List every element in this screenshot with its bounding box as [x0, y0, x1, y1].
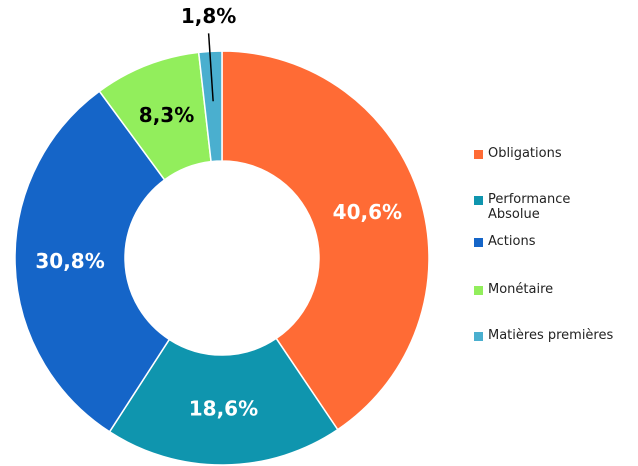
slice — [14, 90, 171, 433]
legend-item: Performance Absolue — [474, 192, 584, 222]
legend-swatch — [474, 196, 483, 205]
data-label: 18,6% — [189, 396, 258, 420]
legend-label: Actions — [488, 234, 536, 249]
legend-swatch — [474, 150, 483, 159]
slice — [197, 50, 223, 163]
legend-label: Obligations — [488, 146, 562, 161]
data-label: 1,8% — [181, 4, 236, 28]
legend-swatch — [474, 332, 483, 341]
legend-label: Monétaire — [488, 282, 554, 297]
leader-line — [207, 33, 214, 102]
legend-label: Performance Absolue — [488, 192, 571, 222]
legend-item: Obligations — [474, 146, 562, 161]
legend-swatch — [474, 238, 483, 247]
data-label: 8,3% — [139, 103, 194, 127]
legend-item: Matières premières — [474, 328, 613, 343]
data-label: 40,6% — [333, 200, 402, 224]
data-label: 30,8% — [35, 249, 104, 273]
legend-label: Matières premières — [488, 328, 614, 343]
legend-item: Monétaire — [474, 282, 553, 297]
slice — [221, 50, 430, 431]
legend-swatch — [474, 286, 483, 295]
slice — [108, 337, 339, 466]
donut-chart: 40,6% 18,6% 30,8% 8,3% 1,8% — [14, 4, 430, 466]
legend-item: Actions — [474, 234, 536, 249]
